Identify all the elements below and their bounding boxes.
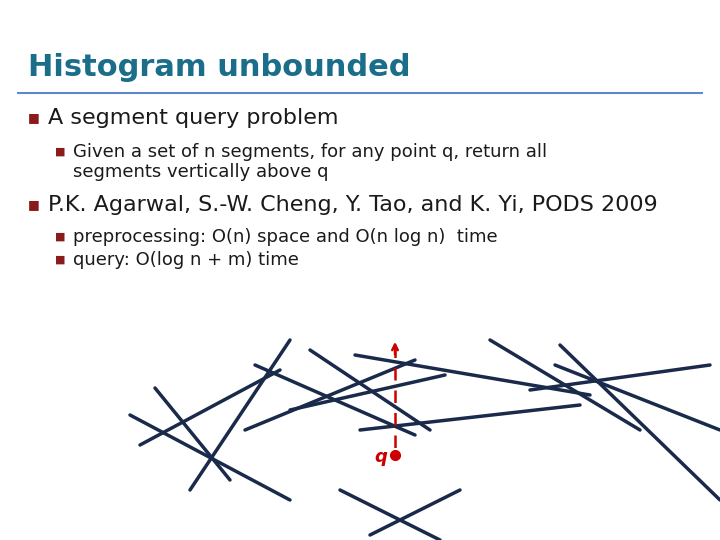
Text: Histogram unbounded: Histogram unbounded xyxy=(28,52,410,82)
Text: ■: ■ xyxy=(28,111,40,125)
Text: ■: ■ xyxy=(55,255,66,265)
Text: preprocessing: O(n) space and O(n log n)  time: preprocessing: O(n) space and O(n log n)… xyxy=(73,228,498,246)
Text: query: O(log n + m) time: query: O(log n + m) time xyxy=(73,251,299,269)
Text: ■: ■ xyxy=(55,147,66,157)
Text: A segment query problem: A segment query problem xyxy=(48,108,338,128)
Text: segments vertically above q: segments vertically above q xyxy=(73,163,328,181)
Text: ■: ■ xyxy=(55,232,66,242)
Text: q: q xyxy=(374,448,387,466)
Text: Given a set of n segments, for any point q, return all: Given a set of n segments, for any point… xyxy=(73,143,547,161)
Text: ■: ■ xyxy=(28,199,40,212)
Text: P.K. Agarwal, S.-W. Cheng, Y. Tao, and K. Yi, PODS 2009: P.K. Agarwal, S.-W. Cheng, Y. Tao, and K… xyxy=(48,195,658,215)
